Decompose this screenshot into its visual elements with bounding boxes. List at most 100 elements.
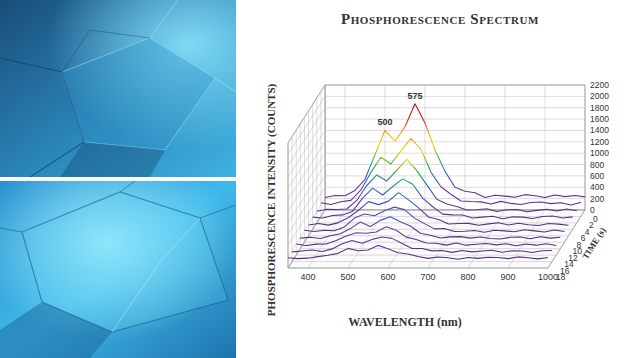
grid-line [288,199,325,257]
grid-line [288,165,325,223]
facet-edge [120,181,135,192]
facet-edge [62,30,150,72]
photo-base [0,181,236,358]
grid-line [304,242,564,243]
facet-edge [0,58,84,177]
grid-line [325,175,585,176]
x-tick-label: 700 [420,272,435,282]
grid-line [288,85,325,143]
grid-line [304,117,305,242]
facet-edge [0,228,22,232]
x-tick-label: 900 [500,272,515,282]
spectrum-trace [300,217,560,239]
grid-line [425,85,426,210]
grid-line [288,119,325,177]
chart-title: Phosphorescence Spectrum [341,11,539,27]
figure: 0200400600800100012001400160018002000220… [0,0,636,358]
photo-top [0,0,236,177]
spectrum-trace [304,207,564,232]
grid-line [296,255,556,256]
grid-line [316,98,317,223]
spectrum-trace [292,237,552,252]
facet-edge [215,78,236,92]
grid-line [288,130,325,188]
grid-line [288,108,325,166]
y-tick-label: 400 [590,182,604,192]
grid-line [325,153,585,154]
grid-line [320,91,321,216]
y-tick-label: 2200 [590,80,609,90]
spectrum-trace [296,227,556,246]
x-tick-label: 400 [300,272,315,282]
y-tick-label: 1600 [590,114,609,124]
grid-line [288,143,289,268]
grid-line [288,187,325,245]
grid-line [288,153,325,211]
grid-line [325,119,585,120]
grid-line [325,85,326,210]
spectrum-trace [288,245,548,259]
grid-line [325,107,585,108]
grid-line [288,176,325,234]
grid-line [545,85,546,210]
y-tick-label: 1000 [590,148,609,158]
y-tick-label: 600 [590,171,604,181]
plot-box [288,85,585,268]
spectrum-trace [309,193,569,226]
background [0,0,636,358]
grid-line [288,268,548,269]
facet-edge [200,205,236,218]
grid-line [296,130,297,255]
labels: 0200400600800100012001400160018002000220… [265,11,609,329]
grid-line [300,248,560,249]
grid-line [345,85,346,210]
facet-edge [112,218,200,332]
facet [62,38,215,150]
time-tick-label: 6 [581,233,586,243]
grid-line [325,198,585,199]
time-axis-title: TIME (s) [580,226,608,262]
photo-glow [0,181,236,358]
photo-base [0,0,236,177]
grid-line [325,164,585,165]
grid-line [312,104,313,229]
grid-line [325,130,585,131]
grid-line [288,96,325,154]
time-tick-label: 4 [585,227,590,237]
y-tick-label: 800 [590,160,604,170]
grid-line [300,124,301,249]
time-tick-label: 2 [589,220,594,230]
facet-edge [150,0,178,38]
grid-line [325,141,585,142]
peak-label: 500 [377,117,392,127]
grid-line [288,142,325,200]
grid-line [292,137,293,262]
traces [288,104,585,259]
y-tick-label: 1200 [590,137,609,147]
grid-line [508,210,545,268]
grid-line [505,85,506,210]
peak-label: 575 [407,91,422,101]
grid-line [325,85,585,86]
photo-glow [0,0,236,177]
y-tick-label: 2000 [590,91,609,101]
x-axis-title: WAVELENGTH (nm) [348,315,461,329]
y-tick-label: 1800 [590,103,609,113]
x-tick-label: 1000 [538,272,558,282]
grid-line [292,261,552,262]
y-tick-label: 1400 [590,125,609,135]
x-tick-label: 800 [460,272,475,282]
x-tick-label: 500 [340,272,355,282]
spectrum-trace [313,179,573,219]
grid-line [385,85,386,210]
time-tick-label: 18 [556,272,566,282]
facet [0,302,112,358]
y-tick-label: 200 [590,194,604,204]
grid-line [288,210,325,268]
spectrum-trace [317,159,577,212]
x-tick-label: 600 [380,272,395,282]
grid-line [325,96,585,97]
time-tick-label: 0 [593,214,598,224]
grid-line [308,111,309,236]
grid [288,85,585,268]
